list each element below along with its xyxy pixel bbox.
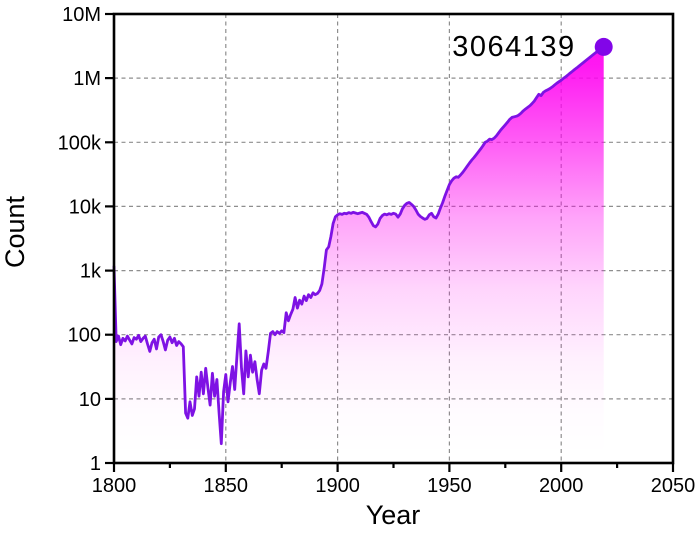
endpoint-value-label: 3064139 [452, 31, 575, 63]
endpoint-marker [594, 37, 613, 56]
x-tick-label: 2050 [651, 475, 696, 497]
x-tick-label: 1850 [204, 475, 249, 497]
y-tick-label: 10 [79, 389, 101, 411]
axis-ticks [105, 12, 675, 472]
series-line [112, 45, 606, 446]
x-tick-label: 1950 [427, 475, 472, 497]
y-tick-label: 1k [80, 261, 102, 283]
x-axis-title: Year [366, 500, 421, 530]
tick-labels: 1 10 100 1k 10k 100k 1M 10M 1800 1850 1900 1950 2000… [58, 4, 696, 497]
y-tick-label: 10M [62, 4, 101, 26]
y-tick-label: 100 [68, 325, 101, 347]
y-tick-label: 1 [90, 453, 101, 475]
y-axis-title: Count [0, 195, 30, 268]
y-tick-label: 1M [73, 68, 101, 90]
x-tick-label: 1900 [315, 475, 360, 497]
y-tick-label: 10k [69, 196, 102, 218]
x-tick-label: 1800 [92, 475, 137, 497]
series-area-fill [114, 46, 604, 464]
x-tick-label: 2000 [539, 475, 584, 497]
y-tick-label: 100k [58, 132, 102, 154]
